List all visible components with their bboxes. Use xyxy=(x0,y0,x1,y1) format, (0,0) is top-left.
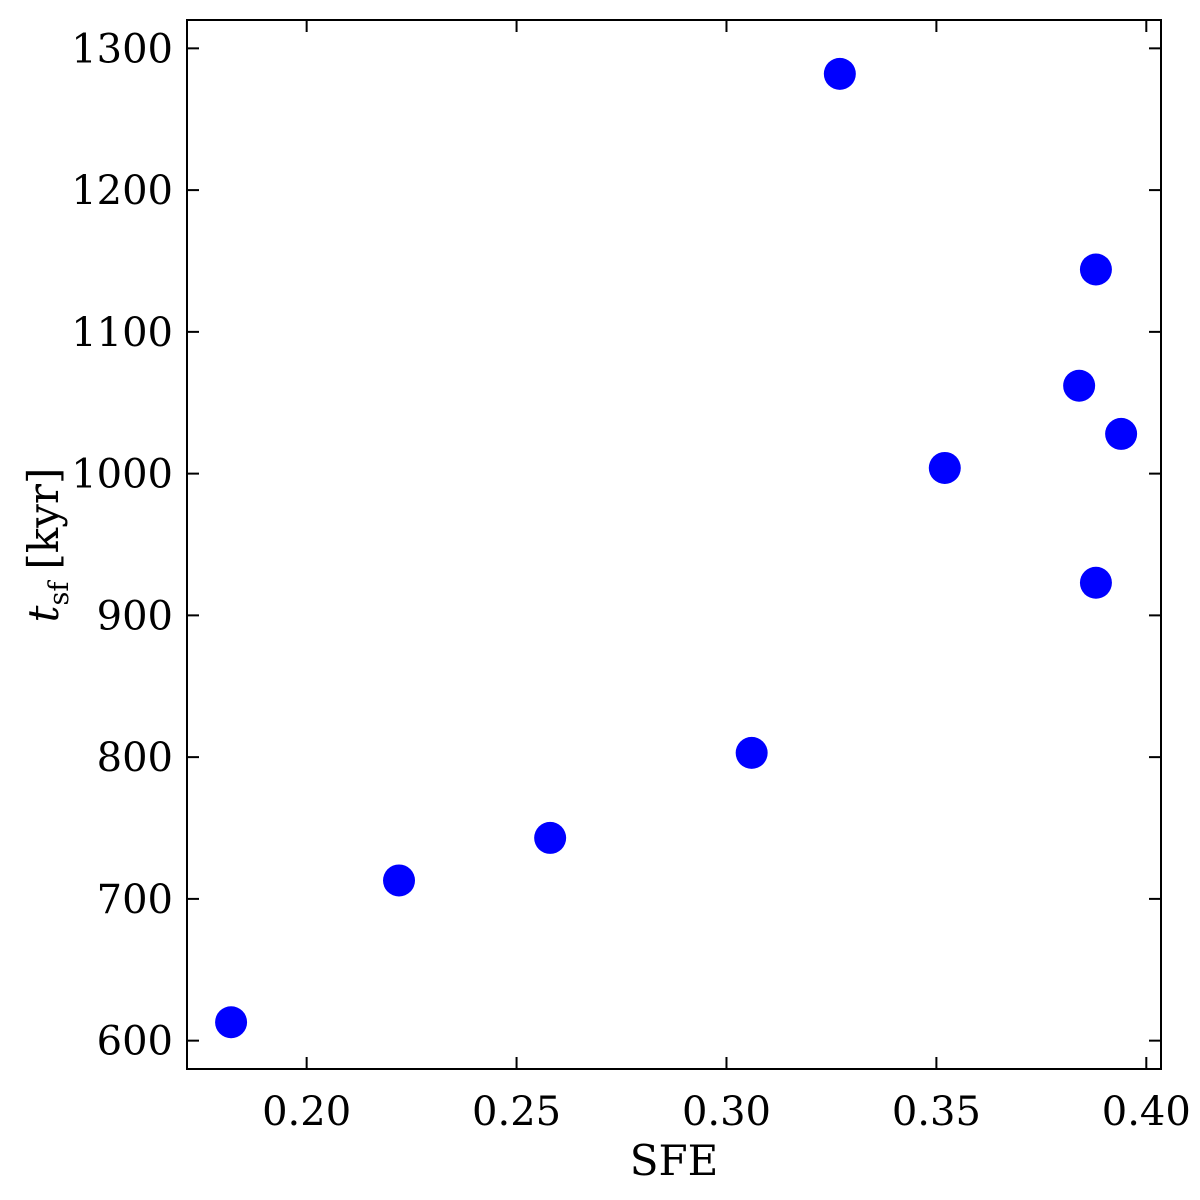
data-points xyxy=(215,57,1138,1039)
y-tick-label: 600 xyxy=(97,1019,173,1065)
x-axis-label: SFE xyxy=(630,1136,719,1185)
y-tick-label: 1000 xyxy=(71,452,173,498)
y-axis-label: tsf [kyr] xyxy=(19,468,75,623)
data-point xyxy=(215,1006,248,1039)
y-axis-label-symbol: t xyxy=(19,605,68,622)
x-tick-label: 0.25 xyxy=(472,1089,561,1135)
y-axis-ticks: 600 700 800 900 1000 1100 1200 1300 xyxy=(71,26,1161,1065)
data-point xyxy=(534,821,567,854)
data-point xyxy=(1105,417,1138,450)
data-point xyxy=(735,736,768,769)
x-tick-label: 0.30 xyxy=(682,1089,771,1135)
y-axis-label-subscript: sf xyxy=(44,580,75,606)
plot-frame xyxy=(186,19,1162,1070)
x-tick-label: 0.35 xyxy=(892,1089,981,1135)
x-tick-label: 0.40 xyxy=(1102,1089,1191,1135)
y-axis-label-unit: [kyr] xyxy=(19,468,68,570)
x-axis-ticks: 0.20 0.25 0.30 0.35 0.40 xyxy=(262,20,1191,1135)
svg-text:tsf[kyr]: tsf [kyr] xyxy=(19,468,75,623)
data-point xyxy=(1063,369,1096,402)
x-tick-label: 0.20 xyxy=(262,1089,351,1135)
data-point xyxy=(383,864,416,897)
y-tick-label: 900 xyxy=(97,593,173,639)
y-tick-label: 700 xyxy=(97,877,173,923)
y-tick-label: 1100 xyxy=(71,310,173,356)
y-tick-label: 800 xyxy=(97,735,173,781)
data-point xyxy=(823,57,856,90)
y-tick-label: 1300 xyxy=(71,26,173,72)
data-point xyxy=(928,451,961,484)
data-point xyxy=(1079,566,1112,599)
data-point xyxy=(1079,253,1112,286)
y-tick-label: 1200 xyxy=(71,168,173,214)
